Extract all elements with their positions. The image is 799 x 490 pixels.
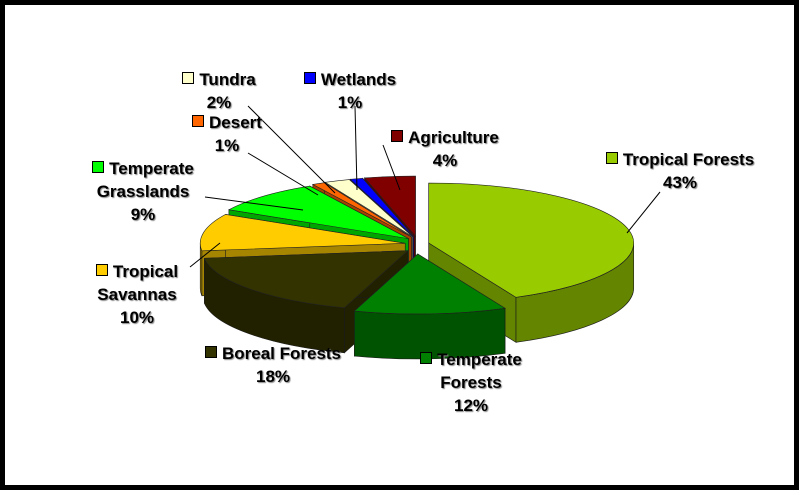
value-label: 12% xyxy=(453,396,489,415)
leader-line xyxy=(247,105,336,194)
data-label: Tropical Savannas 10% xyxy=(77,260,197,329)
slice xyxy=(324,179,413,237)
value-label: 10% xyxy=(119,308,155,327)
value-label: 4% xyxy=(432,151,458,170)
slice xyxy=(227,185,409,239)
value-label: 1% xyxy=(214,136,240,155)
value-label: 9% xyxy=(130,205,156,224)
legend-swatch xyxy=(204,346,217,358)
legend-swatch xyxy=(92,161,105,173)
category-label: Boreal Forests xyxy=(221,344,342,363)
slice xyxy=(428,182,634,298)
leader-line xyxy=(189,242,221,268)
slice-outer-side-shade xyxy=(354,308,506,359)
slice-outer-side-shade xyxy=(515,243,634,343)
data-label: Wetlands 1% xyxy=(295,68,405,114)
legend-swatch xyxy=(192,115,205,127)
slice xyxy=(353,253,506,315)
data-label: Tropical Forests 43% xyxy=(580,148,780,194)
slice-outer-side-shade xyxy=(204,258,345,353)
leader-line xyxy=(247,152,319,196)
data-label: Boreal Forests 18% xyxy=(173,342,373,388)
category-label: Wetlands xyxy=(320,70,397,89)
category-label: Tropical Savannas xyxy=(97,262,179,304)
legend-swatch xyxy=(605,152,618,164)
category-label: Tropical Forests xyxy=(622,150,755,169)
category-label: Temperate Forests xyxy=(437,350,522,392)
value-label: 1% xyxy=(337,93,363,112)
legend-swatch xyxy=(391,130,404,142)
data-label: Temperate Grasslands 9% xyxy=(68,157,218,226)
legend-swatch xyxy=(95,264,108,276)
slice xyxy=(363,175,416,237)
slice xyxy=(199,214,406,252)
category-label: Temperate Grasslands xyxy=(96,159,194,201)
value-label: 43% xyxy=(662,173,698,192)
leader-line xyxy=(626,191,661,234)
data-label: Tundra 2% xyxy=(179,68,259,114)
slice-outer-side-shade xyxy=(200,243,202,296)
legend-swatch xyxy=(420,352,433,364)
category-label: Tundra xyxy=(199,70,256,89)
data-label: Temperate Forests 12% xyxy=(406,348,536,417)
slice xyxy=(203,250,409,309)
leader-line xyxy=(204,196,304,211)
data-label: Agriculture 4% xyxy=(380,126,510,172)
value-label: 18% xyxy=(255,367,291,386)
value-label: 2% xyxy=(206,93,232,112)
legend-swatch xyxy=(182,72,195,84)
category-label: Desert xyxy=(209,113,262,132)
pie-area xyxy=(189,105,661,360)
leader-line xyxy=(382,144,401,191)
data-label: Desert 1% xyxy=(187,111,267,157)
legend-swatch xyxy=(303,72,316,84)
category-label: Agriculture xyxy=(408,128,499,147)
leader-line xyxy=(354,105,358,191)
